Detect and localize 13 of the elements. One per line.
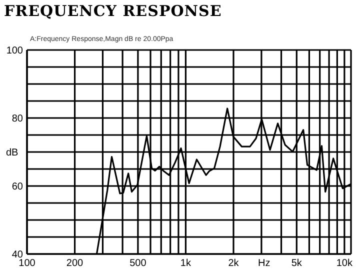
x-tick-label: 10k [336, 258, 354, 270]
chart-title: FREQUENCY RESPONSE [4, 2, 222, 20]
x-tick-label: 5k [291, 258, 303, 270]
x-tick-label: 100 [18, 258, 36, 270]
y-tick-label: 60 [12, 182, 24, 193]
x-tick-label: 500 [130, 258, 147, 270]
x-tick-label: 2k [228, 258, 240, 270]
y-tick-label: 100 [6, 46, 24, 57]
x-tick-label: 200 [66, 258, 84, 270]
x-axis-title: Hz [258, 258, 270, 269]
y-tick-label: 80 [12, 114, 24, 125]
y-axis-title: dB [6, 148, 19, 159]
x-tick-label: 1k [180, 258, 192, 270]
